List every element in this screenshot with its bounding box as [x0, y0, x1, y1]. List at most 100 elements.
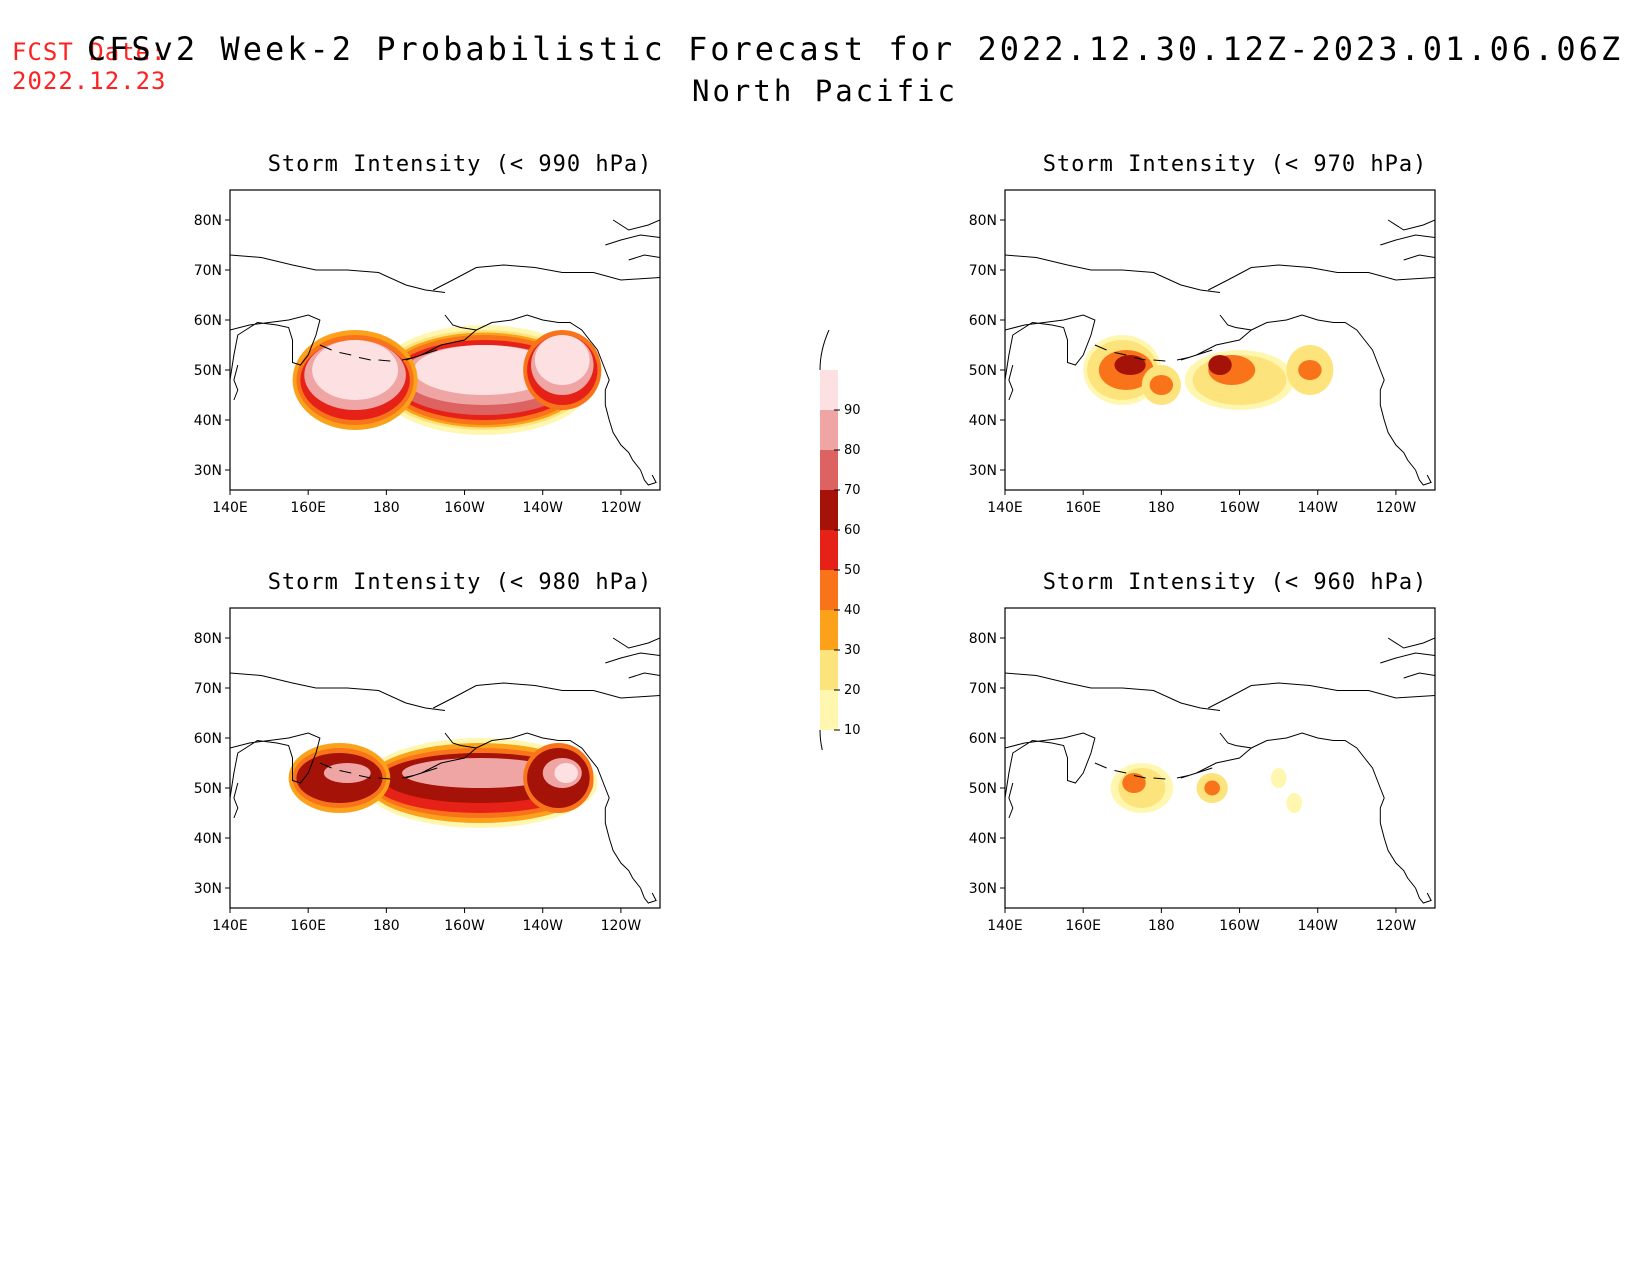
- panel-title: Storm Intensity (< 970 hPa): [1042, 152, 1428, 177]
- main-title: CFSv2 Week-2 Probabilistic Forecast for …: [86, 30, 1624, 68]
- lon-tick-label: 160W: [444, 918, 485, 934]
- island-segment: [358, 775, 371, 779]
- lat-tick-label: 80N: [194, 631, 222, 647]
- lat-tick-label: 70N: [969, 263, 997, 279]
- panel-title: Storm Intensity (< 990 hPa): [267, 152, 653, 177]
- fcst-date-caption: FCST Date:: [12, 38, 167, 66]
- lat-tick-label: 50N: [969, 363, 997, 379]
- probability-contour: [534, 335, 590, 385]
- colorbar-swatch: [820, 370, 838, 410]
- panel-title: Storm Intensity (< 980 hPa): [267, 570, 653, 595]
- coastline-segment: [433, 682, 660, 709]
- coastline: [1005, 219, 1435, 486]
- colorbar-swatch: [820, 450, 838, 490]
- lon-tick-label: 160E: [290, 918, 326, 934]
- coastline-segment: [1387, 219, 1435, 231]
- lat-tick-label: 30N: [969, 463, 997, 479]
- lon-tick-label: 140W: [1297, 500, 1338, 516]
- probability-contour: [1286, 793, 1303, 813]
- coastline-segment: [230, 732, 321, 799]
- lon-tick-label: 120W: [1376, 500, 1417, 516]
- coastline-segment: [476, 314, 641, 471]
- lon-tick-label: 180: [1148, 918, 1175, 934]
- island-segment: [1094, 762, 1107, 769]
- lon-tick-label: 140E: [987, 500, 1023, 516]
- colorbar-label: 80: [844, 443, 861, 458]
- colorbar-swatch: [820, 650, 838, 690]
- coastline-segment: [1005, 672, 1221, 711]
- coastline-segment: [640, 887, 657, 904]
- island-segment: [401, 775, 414, 779]
- colorbar-swatch: [820, 490, 838, 530]
- lon-tick-label: 160E: [1065, 500, 1101, 516]
- probability-contour: [323, 763, 371, 783]
- island-segment: [421, 349, 438, 356]
- coastline-segment: [640, 469, 657, 486]
- island-segment: [319, 762, 332, 769]
- lon-tick-label: 160E: [290, 500, 326, 516]
- coastline-segment: [433, 264, 660, 291]
- fcst-date-value: 2022.12.23: [12, 67, 167, 95]
- coastline-segment: [1180, 314, 1253, 361]
- lat-tick-label: 70N: [194, 681, 222, 697]
- coastline-segment: [605, 234, 660, 246]
- coastline-segment: [1005, 314, 1096, 381]
- probability-contour: [413, 345, 555, 395]
- lon-tick-label: 120W: [1376, 918, 1417, 934]
- lon-tick-label: 180: [373, 918, 400, 934]
- colorbar-label: 10: [844, 723, 861, 738]
- probability-contour: [402, 758, 559, 788]
- coastline-segment: [1387, 637, 1435, 649]
- coastline-segment: [476, 732, 641, 889]
- panel-990: Storm Intensity (< 990 hPa) 80N 70N 60N 50N…: [160, 150, 700, 520]
- lon-tick-label: 140W: [1297, 918, 1338, 934]
- lon-tick-label: 160W: [444, 500, 485, 516]
- probability-contour: [1114, 355, 1146, 375]
- lat-tick-label: 50N: [194, 363, 222, 379]
- probability-contour: [1298, 360, 1322, 380]
- island-segment: [378, 777, 391, 780]
- coastline-segment: [1415, 887, 1432, 904]
- island-segment: [401, 357, 414, 361]
- coastline-segment: [230, 314, 321, 381]
- lon-tick-label: 140E: [212, 500, 248, 516]
- lon-tick-label: 180: [373, 500, 400, 516]
- lat-tick-label: 50N: [194, 781, 222, 797]
- map-990: 80N 70N 60N 50N 40N 30N 140E 160E 180 160W 140W 120…: [194, 189, 661, 516]
- coastline: [230, 219, 660, 486]
- probability-shading: [288, 738, 598, 828]
- colorbar-label: 40: [844, 603, 861, 618]
- map-970: 80N 70N 60N 50N 40N 30N 140E 160E 180 160W 140W 120…: [969, 189, 1436, 516]
- colorbar-swatch: [820, 610, 838, 650]
- lat-tick-label: 30N: [969, 881, 997, 897]
- plot-frame: [1004, 189, 1436, 491]
- coastline-segment: [230, 254, 446, 293]
- coastline-segment: [1008, 782, 1014, 819]
- colorbar-label: 20: [844, 683, 861, 698]
- coastline-segment: [1005, 732, 1096, 799]
- coastline: [1005, 637, 1435, 904]
- colorbar-swatch: [820, 690, 838, 730]
- lat-tick-label: 40N: [194, 413, 222, 429]
- lon-tick-label: 160E: [1065, 918, 1101, 934]
- coastline-segment: [1403, 672, 1435, 679]
- island-segment: [378, 359, 391, 362]
- region-subtitle: North Pacific: [692, 74, 958, 108]
- colorbar: 10 20 30 40 50 60 70 80 90: [819, 330, 861, 750]
- lat-tick-label: 30N: [194, 881, 222, 897]
- panel-980: Storm Intensity (< 980 hPa) 80N 70N 60N 50N…: [160, 568, 700, 938]
- lon-tick-label: 160W: [1219, 918, 1260, 934]
- lat-tick-label: 70N: [194, 263, 222, 279]
- island-segment: [1133, 357, 1146, 361]
- lon-tick-label: 140W: [522, 500, 563, 516]
- island-segment: [358, 357, 371, 361]
- colorbar-label: 90: [844, 403, 861, 418]
- forecast-date-label: FCST Date: 2022.12.23: [12, 38, 167, 96]
- lon-tick-label: 160W: [1219, 500, 1260, 516]
- coastline-segment: [233, 364, 239, 401]
- lat-tick-label: 40N: [194, 831, 222, 847]
- island-segment: [319, 344, 332, 351]
- coastline-segment: [612, 219, 660, 231]
- probability-shading: [1083, 335, 1334, 410]
- island-segment: [1133, 775, 1146, 779]
